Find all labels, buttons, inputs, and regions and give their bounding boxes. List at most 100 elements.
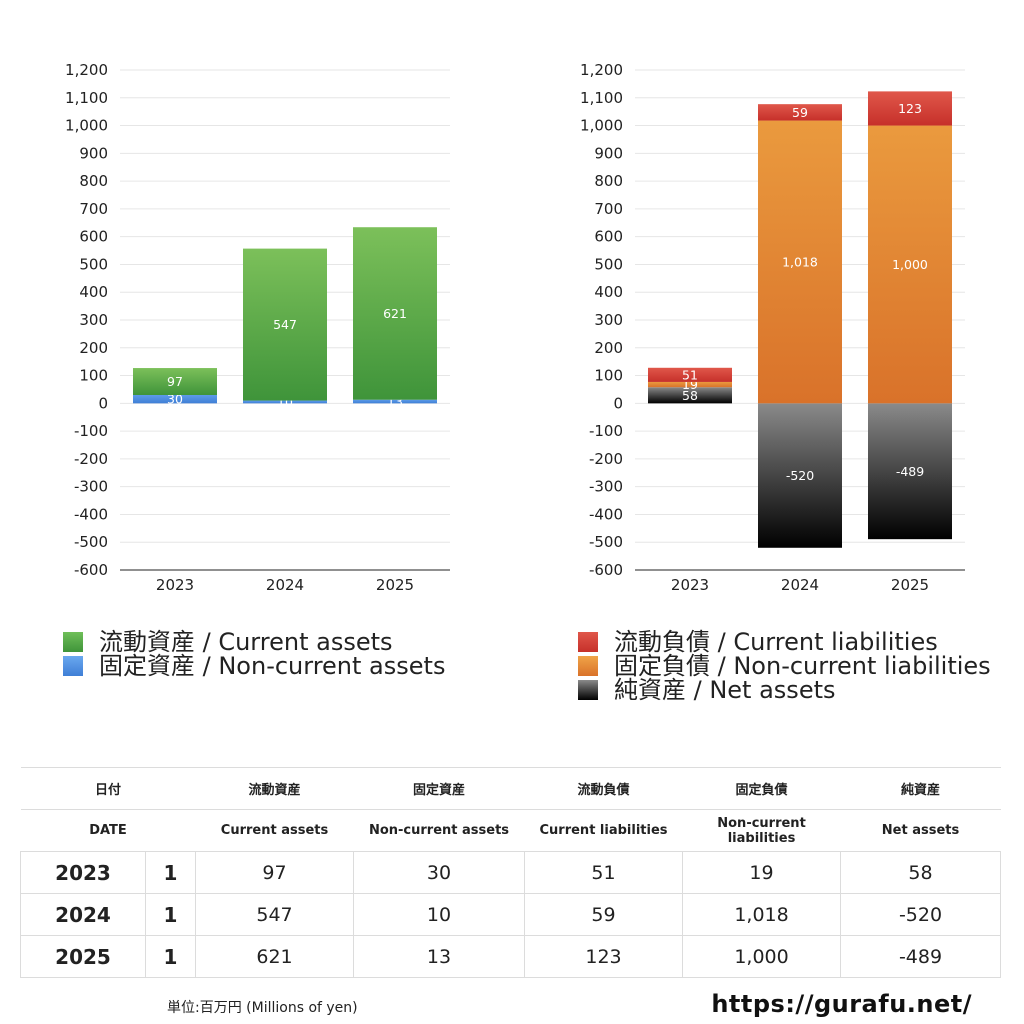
bar-segment [243, 248, 327, 401]
y-tick-label: 1,200 [580, 61, 623, 79]
y-tick-label: 1,100 [65, 89, 108, 107]
y-tick-label: 900 [594, 144, 623, 162]
bar-segment [243, 400, 327, 404]
table-row: 2023 1 97 30 51 19 58 [20, 851, 1002, 894]
data-label: 1,018 [782, 254, 818, 269]
legend-swatch [63, 632, 83, 652]
y-tick-label: -400 [589, 505, 623, 523]
liabilities-legend: 流動負債 / Current liabilities 固定負債 / Non-cu… [578, 630, 991, 702]
y-tick-label: 1,100 [580, 89, 623, 107]
y-tick-label: -200 [74, 450, 108, 468]
data-label: -520 [786, 468, 814, 483]
y-tick-label: -200 [589, 450, 623, 468]
y-tick-label: 0 [98, 394, 108, 412]
th-current-assets-jp: 流動資産 [195, 767, 354, 810]
y-tick-label: 500 [594, 255, 623, 273]
site-url-link[interactable]: https://gurafu.net/ [711, 990, 972, 1018]
x-tick-label: 2024 [781, 576, 819, 594]
cell-current-assets: 621 [195, 935, 355, 978]
bar-segment [758, 403, 842, 548]
cell-net-assets: -520 [840, 893, 1002, 936]
legend-item-non-current-assets: 固定資産 / Non-current assets [63, 654, 445, 678]
assets-legend: 流動資産 / Current assets 固定資産 / Non-current… [63, 630, 445, 678]
y-tick-label: 100 [79, 367, 108, 385]
y-tick-label: -100 [74, 422, 108, 440]
y-tick-label: -600 [589, 561, 623, 579]
bar-segment [758, 120, 842, 404]
data-label: -489 [896, 464, 924, 479]
cell-net-assets: 58 [840, 851, 1002, 894]
y-tick-label: -300 [589, 478, 623, 496]
th-net-assets-jp: 純資産 [840, 767, 1001, 810]
cell-current-assets: 547 [195, 893, 355, 936]
y-tick-label: -400 [74, 505, 108, 523]
th-non-current-assets-jp: 固定資産 [353, 767, 525, 810]
table-header-en: DATE Current assets Non-current assets C… [20, 809, 1001, 852]
bar-segment [353, 399, 437, 404]
y-tick-label: 900 [79, 144, 108, 162]
legend-item-current-assets: 流動資産 / Current assets [63, 630, 445, 654]
y-tick-label: -500 [74, 533, 108, 551]
y-tick-label: 400 [79, 283, 108, 301]
y-tick-label: -100 [589, 422, 623, 440]
y-tick-label: 600 [79, 228, 108, 246]
data-label: 1,000 [892, 257, 928, 272]
cell-non-current-liabilities: 19 [682, 851, 842, 894]
unit-note: 単位:百万円 (Millions of yen) [167, 1000, 358, 1016]
bar-segment [353, 227, 437, 400]
legend-label: 流動負債 / Current liabilities [614, 628, 938, 656]
legend-item-net-assets: 純資産 / Net assets [578, 678, 991, 702]
cell-non-current-liabilities: 1,000 [682, 935, 842, 978]
cell-year: 2024 [20, 893, 146, 936]
data-label: 621 [383, 306, 407, 321]
liabilities-chart: -600 -500 -400 -300 -200 -100 0 100 200 300 400 500… [580, 61, 965, 594]
data-label: 30 [167, 392, 183, 407]
bar-segment [648, 367, 732, 382]
y-tick-label: 0 [613, 394, 623, 412]
cell-non-current-assets: 10 [353, 893, 526, 936]
bar-segment [133, 368, 217, 395]
data-label: 123 [898, 101, 922, 116]
legend-swatch [63, 656, 83, 676]
th-non-current-liabilities-en: Non-current liabilities [682, 809, 841, 852]
cell-year: 2023 [20, 851, 146, 894]
cell-count: 1 [144, 935, 197, 978]
x-tick-label: 2025 [891, 576, 929, 594]
th-current-liabilities-jp: 流動負債 [524, 767, 683, 810]
legend-item-current-liabilities: 流動負債 / Current liabilities [578, 630, 991, 654]
y-tick-label: 800 [79, 172, 108, 190]
cell-non-current-assets: 30 [353, 851, 526, 894]
bar-segment [758, 104, 842, 121]
legend-swatch [578, 632, 598, 652]
data-table: 日付 流動資産 固定資産 流動負債 固定負債 純資産 DATE Current … [20, 767, 1002, 978]
cell-non-current-liabilities: 1,018 [682, 893, 842, 936]
legend-swatch [578, 680, 598, 700]
data-label: 97 [167, 374, 183, 389]
bar-segment [133, 395, 217, 404]
y-tick-label: 1,000 [65, 117, 108, 135]
th-date-en: DATE [20, 809, 196, 852]
th-date-jp: 日付 [20, 767, 196, 810]
y-tick-label: 600 [594, 228, 623, 246]
y-tick-label: 400 [594, 283, 623, 301]
bar-segment [868, 91, 952, 126]
y-tick-label: -600 [74, 561, 108, 579]
y-tick-label: 700 [594, 200, 623, 218]
x-tick-label: 2023 [671, 576, 709, 594]
y-tick-label: -300 [74, 478, 108, 496]
y-tick-label: 200 [594, 339, 623, 357]
legend-label: 固定資産 / Non-current assets [99, 652, 446, 680]
bar-segment [868, 125, 952, 404]
y-tick-label: 300 [594, 311, 623, 329]
x-tick-label: 2025 [376, 576, 414, 594]
legend-item-non-current-liabilities: 固定負債 / Non-current liabilities [578, 654, 991, 678]
cell-current-liabilities: 123 [524, 935, 684, 978]
y-tick-label: 500 [79, 255, 108, 273]
bar-segment [648, 387, 732, 404]
x-tick-label: 2024 [266, 576, 304, 594]
y-tick-label: 800 [594, 172, 623, 190]
assets-chart: -600 -500 -400 -300 -200 -100 0 100 200 300 400 500… [65, 61, 450, 594]
y-tick-label: 100 [594, 367, 623, 385]
table-header-jp: 日付 流動資産 固定資産 流動負債 固定負債 純資産 [20, 767, 1001, 810]
cell-count: 1 [144, 851, 197, 894]
